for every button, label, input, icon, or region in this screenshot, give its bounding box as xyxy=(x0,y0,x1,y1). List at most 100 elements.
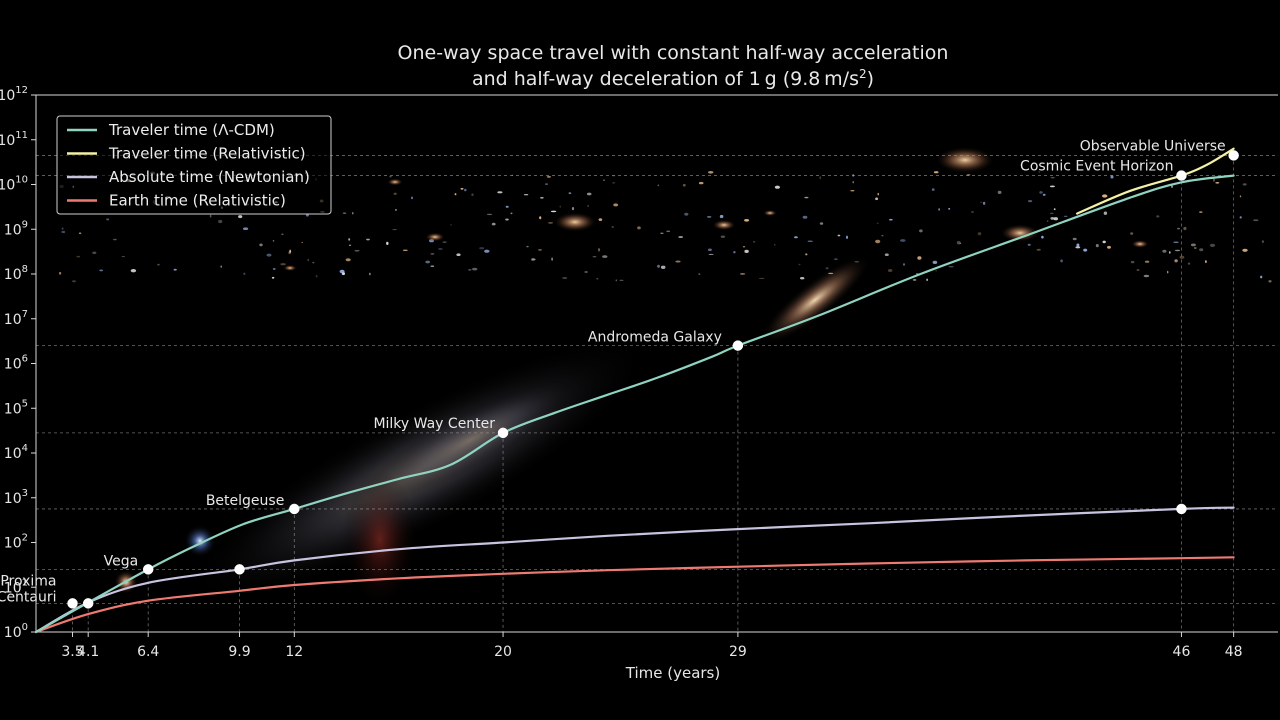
background-galaxy xyxy=(877,192,879,196)
y-tick-label: 109 xyxy=(4,219,28,238)
background-galaxy xyxy=(850,190,855,192)
background-galaxy xyxy=(712,219,736,231)
background-galaxy xyxy=(660,232,664,234)
background-galaxy xyxy=(546,176,552,178)
background-galaxy xyxy=(698,273,701,275)
background-galaxy xyxy=(1239,216,1242,219)
background-galaxy xyxy=(819,176,821,180)
background-galaxy xyxy=(613,203,619,207)
background-galaxy xyxy=(1060,259,1063,263)
background-galaxy xyxy=(708,253,714,255)
background-galaxy xyxy=(220,265,222,268)
background-galaxy xyxy=(707,216,712,218)
background-galaxy xyxy=(753,241,756,243)
background-galaxy xyxy=(272,268,276,270)
background-galaxy xyxy=(1027,243,1031,246)
background-galaxy xyxy=(425,260,431,264)
y-tick-label: 108 xyxy=(4,264,28,283)
background-galaxy xyxy=(1076,243,1080,247)
background-galaxy xyxy=(1000,224,1040,242)
background-galaxy xyxy=(1047,220,1049,222)
background-galaxy xyxy=(800,277,805,280)
background-galaxy xyxy=(596,278,599,280)
background-galaxy xyxy=(369,272,371,276)
legend-entry: Earth time (Relativistic) xyxy=(109,192,286,210)
background-galaxy xyxy=(430,265,435,268)
background-galaxy xyxy=(1143,274,1150,278)
background-galaxy xyxy=(366,238,370,241)
background-galaxy xyxy=(774,185,781,189)
background-galaxy xyxy=(1215,182,1220,184)
legend-box xyxy=(56,115,332,215)
background-galaxy xyxy=(348,244,352,246)
background-galaxy xyxy=(900,239,906,242)
background-galaxy xyxy=(345,258,351,262)
background-galaxy xyxy=(675,260,681,263)
background-galaxy xyxy=(551,257,553,261)
milky-way-core xyxy=(363,378,577,502)
background-galaxy xyxy=(1107,245,1111,249)
background-galaxy xyxy=(1144,260,1150,263)
legend-entry: Traveler time (Relativistic) xyxy=(108,145,306,163)
background-galaxy xyxy=(544,183,549,186)
y-tick-label: 105 xyxy=(4,398,28,417)
x-tick-label: 46 xyxy=(1173,644,1191,660)
background-galaxy xyxy=(1072,237,1077,241)
background-galaxy xyxy=(280,263,286,266)
background-galaxy xyxy=(531,257,535,262)
background-galaxy xyxy=(758,277,765,279)
red-nebula xyxy=(342,470,418,610)
vega-star-glow xyxy=(184,525,216,557)
background-galaxy xyxy=(288,251,291,255)
background-galaxy xyxy=(1039,191,1043,194)
background-galaxy xyxy=(76,255,81,258)
background-galaxy xyxy=(387,178,403,186)
data-point-marker xyxy=(82,598,94,609)
background-galaxy xyxy=(1041,235,1044,239)
background-galaxy xyxy=(1239,195,1242,198)
background-galaxy xyxy=(1103,211,1108,215)
background-galaxy xyxy=(1199,248,1204,252)
background-galaxy xyxy=(598,218,603,222)
background-galaxy xyxy=(802,215,808,219)
background-galaxy xyxy=(1268,280,1272,283)
background-galaxy xyxy=(550,210,557,213)
data-point-marker xyxy=(289,503,300,515)
data-point-marker xyxy=(1176,503,1187,515)
background-galaxy xyxy=(315,274,318,278)
background-galaxy xyxy=(456,253,461,256)
background-galaxy xyxy=(819,222,824,225)
background-galaxy xyxy=(442,241,447,243)
background-galaxy xyxy=(698,181,704,185)
destination-markers xyxy=(67,150,1239,609)
background-galaxy xyxy=(1179,255,1185,259)
background-galaxy xyxy=(586,192,592,196)
y-tick-label: 106 xyxy=(4,354,28,373)
destination-label: Cosmic Event Horizon xyxy=(1020,159,1173,175)
y-tick-label: 1010 xyxy=(0,175,28,194)
background-galaxy xyxy=(209,214,212,218)
background-galaxy xyxy=(804,196,809,199)
background-galaxy xyxy=(1050,217,1055,220)
background-galaxy xyxy=(1187,262,1191,265)
background-galaxy xyxy=(354,250,360,252)
destination-label: Observable Universe xyxy=(1080,138,1226,154)
background-galaxy xyxy=(733,251,736,254)
background-galaxy xyxy=(1131,239,1149,249)
series-line-0 xyxy=(34,174,1235,634)
y-tick-label: 107 xyxy=(4,309,28,328)
destination-label: Proxima xyxy=(0,573,56,589)
background-galaxy xyxy=(1110,175,1114,179)
background-galaxy xyxy=(505,205,509,208)
background-galaxy xyxy=(484,249,490,253)
background-galaxy xyxy=(468,269,472,271)
background-galaxy xyxy=(130,269,137,273)
data-point-marker xyxy=(1228,150,1239,161)
background-galaxy xyxy=(917,256,922,260)
background-galaxy xyxy=(538,249,542,251)
background-galaxy xyxy=(938,208,940,211)
background-galaxy xyxy=(307,258,309,262)
background-galaxy xyxy=(342,212,347,214)
background-galaxy xyxy=(497,191,503,194)
background-galaxy xyxy=(486,213,493,216)
